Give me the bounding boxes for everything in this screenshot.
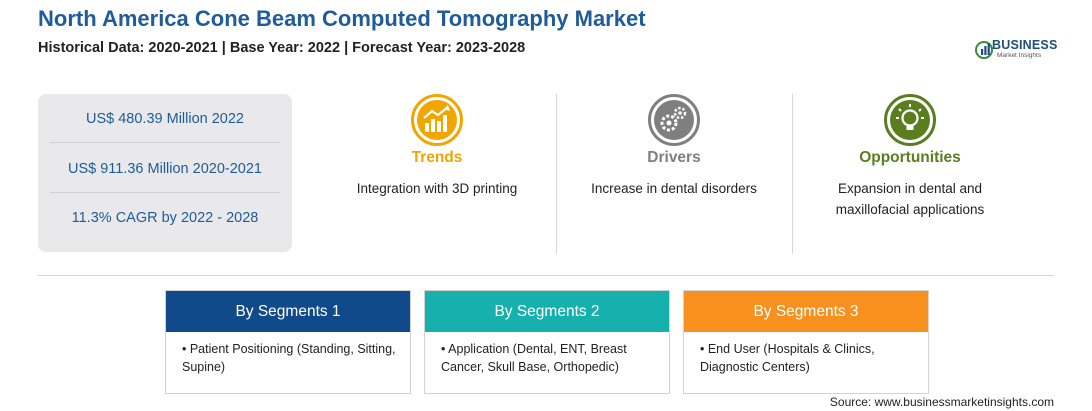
logo-globe-icon: [975, 41, 993, 59]
segment-1-header: By Segments 1: [166, 291, 410, 332]
opportunities-title: Opportunities: [859, 149, 961, 166]
segment-card-1: By Segments 1 • Patient Positioning (Sta…: [165, 290, 411, 394]
business-market-insights-logo: BUSINESS Market Insights: [975, 36, 1060, 62]
trends-card: Trends Integration with 3D printing: [319, 94, 555, 199]
logo-tagline: Market Insights: [997, 52, 1042, 59]
stat-divider: [50, 142, 280, 143]
opportunities-description: Expansion in dental and maxillofacial ap…: [835, 181, 985, 217]
segment-2-item: • Application (Dental, ENT, Breast Cance…: [441, 342, 627, 374]
logo-wordmark: BUSINESS: [992, 38, 1058, 52]
drivers-card: Drivers Increase in dental disorders: [556, 94, 792, 199]
drivers-description: Increase in dental disorders: [591, 181, 757, 196]
segment-card-3: By Segments 3 • End User (Hospitals & Cl…: [683, 290, 929, 394]
segment-card-2: By Segments 2 • Application (Dental, ENT…: [424, 290, 670, 394]
trends-title: Trends: [411, 149, 463, 166]
gears-icon: [648, 94, 700, 146]
page-subtitle: Historical Data: 2020-2021 | Base Year: …: [38, 40, 526, 56]
historical-value-stat: US$ 911.36 Million 2020-2021: [67, 161, 262, 177]
segment-1-item: • Patient Positioning (Standing, Sitting…: [182, 342, 396, 374]
stat-divider: [50, 192, 280, 193]
column-divider: [556, 94, 557, 254]
trend-chart-icon: [411, 94, 463, 146]
segment-3-item: • End User (Hospitals & Clinics, Diagnos…: [700, 342, 875, 374]
drivers-title: Drivers: [647, 149, 701, 166]
cagr-stat: 11.3% CAGR by 2022 - 2028: [71, 210, 259, 226]
segment-3-header: By Segments 3: [684, 291, 928, 332]
section-divider: [38, 275, 1054, 276]
column-divider: [792, 94, 793, 254]
market-value-stat: US$ 480.39 Million 2022: [86, 111, 244, 127]
market-stats-panel: US$ 480.39 Million 2022 US$ 911.36 Milli…: [38, 94, 292, 252]
opportunities-card: Opportunities Expansion in dental and ma…: [792, 94, 1028, 220]
segment-2-header: By Segments 2: [425, 291, 669, 332]
page-title: North America Cone Beam Computed Tomogra…: [38, 6, 646, 31]
lightbulb-icon: [884, 94, 936, 146]
source-citation: Source: www.businessmarketinsights.com: [829, 395, 1054, 409]
trends-description: Integration with 3D printing: [356, 181, 518, 196]
